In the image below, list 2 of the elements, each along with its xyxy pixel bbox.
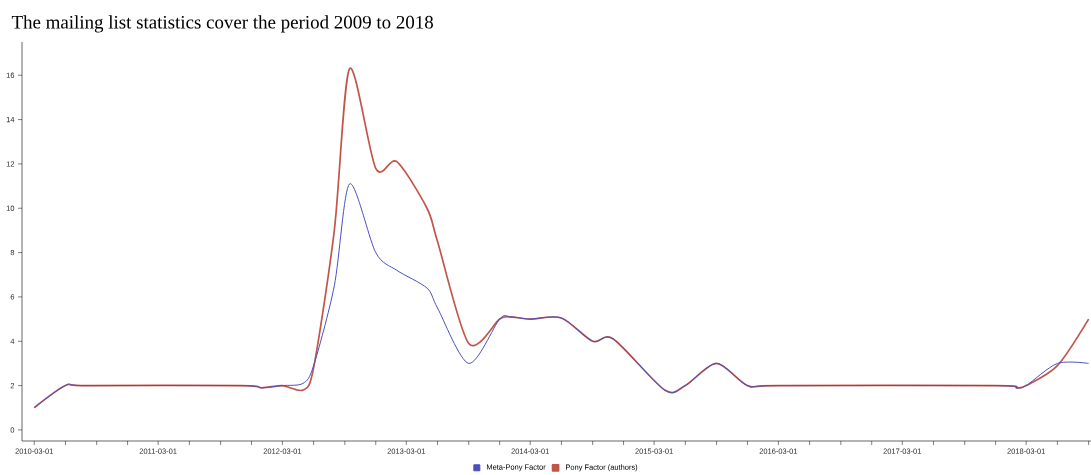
line-series: [33, 183, 1090, 409]
chart-title: The mailing list statistics cover the period 2009 to 2018: [11, 15, 433, 33]
